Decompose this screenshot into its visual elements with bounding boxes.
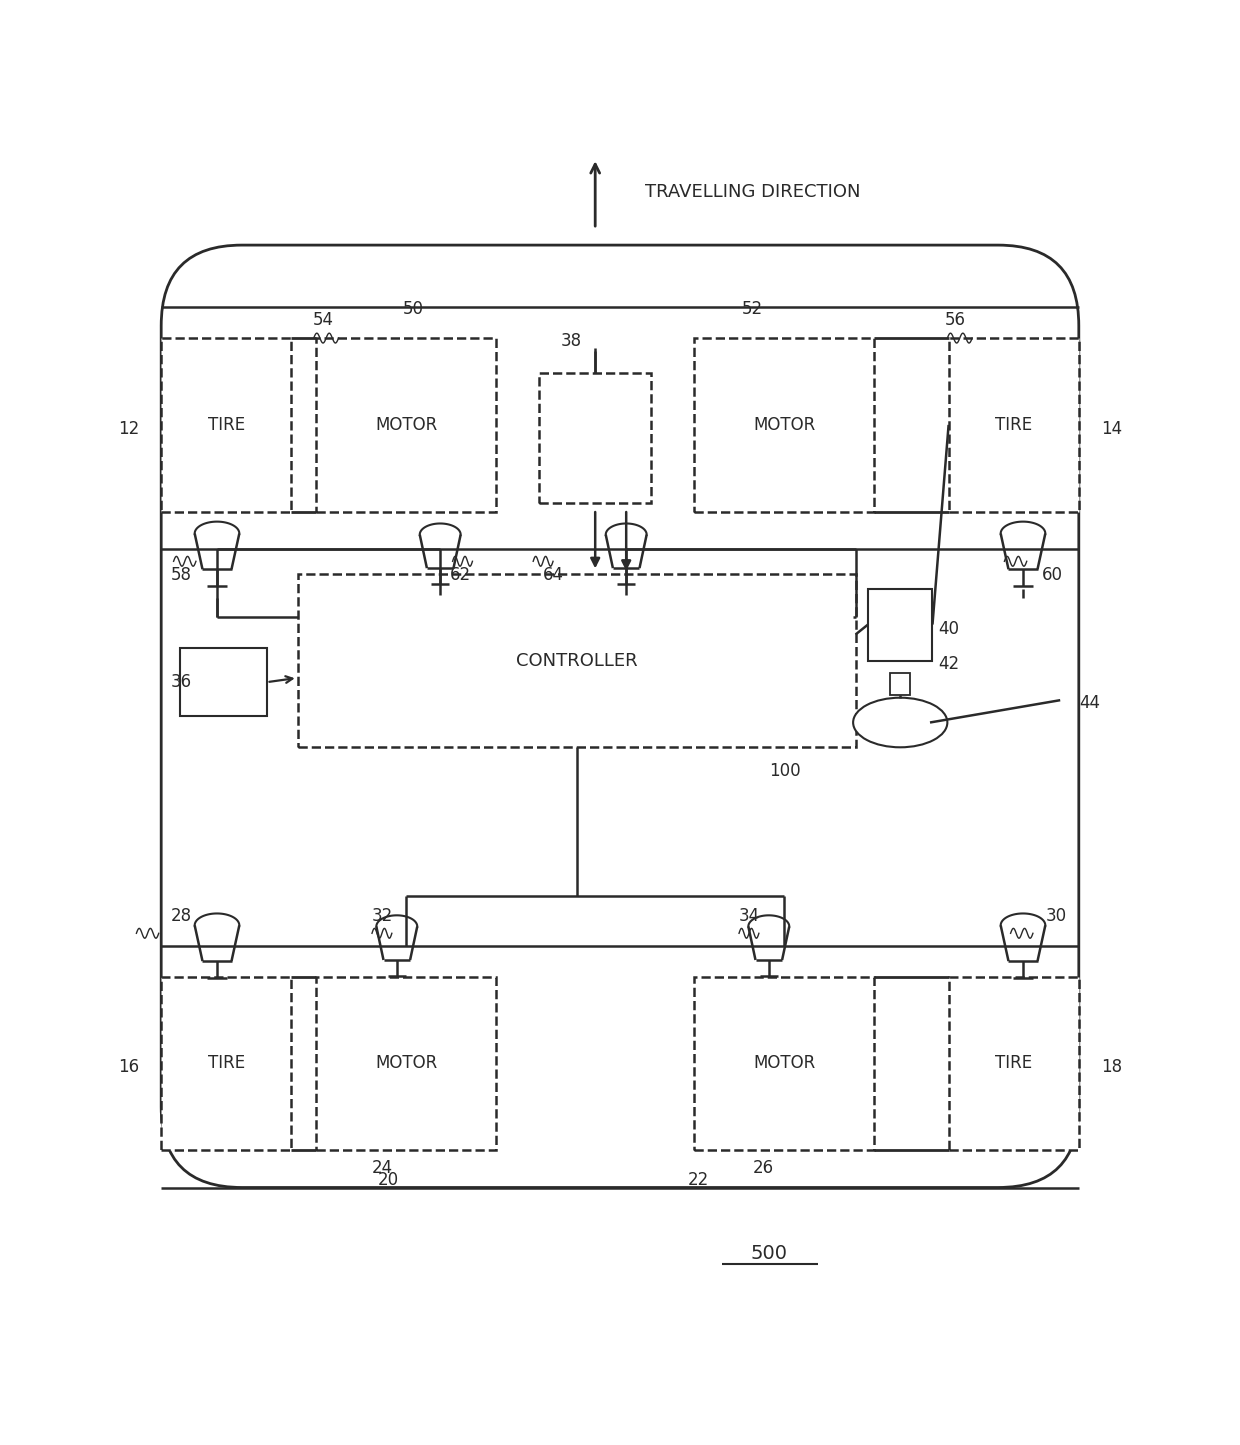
Text: 26: 26 [753, 1159, 774, 1178]
FancyBboxPatch shape [316, 977, 496, 1150]
Text: TIRE: TIRE [208, 1055, 244, 1072]
FancyBboxPatch shape [949, 977, 1079, 1150]
Text: 22: 22 [688, 1172, 709, 1189]
FancyBboxPatch shape [161, 977, 291, 1150]
Text: 30: 30 [1045, 906, 1066, 925]
Text: 28: 28 [171, 906, 192, 925]
Text: 64: 64 [543, 566, 564, 584]
Text: 60: 60 [1042, 566, 1063, 584]
FancyBboxPatch shape [890, 673, 910, 695]
Text: MOTOR: MOTOR [753, 1055, 816, 1072]
Text: MOTOR: MOTOR [374, 1055, 438, 1072]
FancyBboxPatch shape [868, 588, 932, 660]
FancyBboxPatch shape [694, 338, 874, 512]
Text: 12: 12 [118, 419, 139, 438]
Text: 54: 54 [312, 312, 334, 329]
FancyBboxPatch shape [316, 338, 496, 512]
Text: 52: 52 [742, 301, 763, 318]
FancyBboxPatch shape [180, 649, 267, 717]
FancyBboxPatch shape [298, 574, 856, 747]
Text: 62: 62 [450, 566, 471, 584]
Text: 500: 500 [750, 1244, 787, 1263]
FancyBboxPatch shape [161, 338, 291, 512]
FancyBboxPatch shape [694, 977, 874, 1150]
FancyBboxPatch shape [161, 246, 1079, 1188]
Text: 100: 100 [769, 762, 801, 780]
FancyBboxPatch shape [949, 338, 1079, 512]
Text: 24: 24 [372, 1159, 393, 1178]
Text: MOTOR: MOTOR [374, 416, 438, 434]
FancyBboxPatch shape [539, 373, 651, 503]
Text: TIRE: TIRE [208, 416, 244, 434]
Text: 56: 56 [945, 312, 966, 329]
Text: 58: 58 [171, 566, 192, 584]
Text: 34: 34 [739, 906, 760, 925]
Text: 18: 18 [1101, 1058, 1122, 1077]
Text: 38: 38 [560, 332, 582, 351]
Text: 20: 20 [378, 1172, 399, 1189]
Text: 14: 14 [1101, 419, 1122, 438]
Text: 50: 50 [403, 301, 424, 318]
Ellipse shape [853, 698, 947, 747]
Text: TIRE: TIRE [996, 1055, 1032, 1072]
Text: 42: 42 [939, 655, 960, 673]
Text: 16: 16 [118, 1058, 139, 1077]
Text: TIRE: TIRE [996, 416, 1032, 434]
Text: 44: 44 [1079, 694, 1100, 711]
Text: 32: 32 [372, 906, 393, 925]
Text: 40: 40 [939, 620, 960, 639]
Text: TRAVELLING DIRECTION: TRAVELLING DIRECTION [645, 182, 861, 201]
Text: MOTOR: MOTOR [753, 416, 816, 434]
Text: 36: 36 [171, 672, 192, 691]
Text: CONTROLLER: CONTROLLER [516, 652, 637, 669]
